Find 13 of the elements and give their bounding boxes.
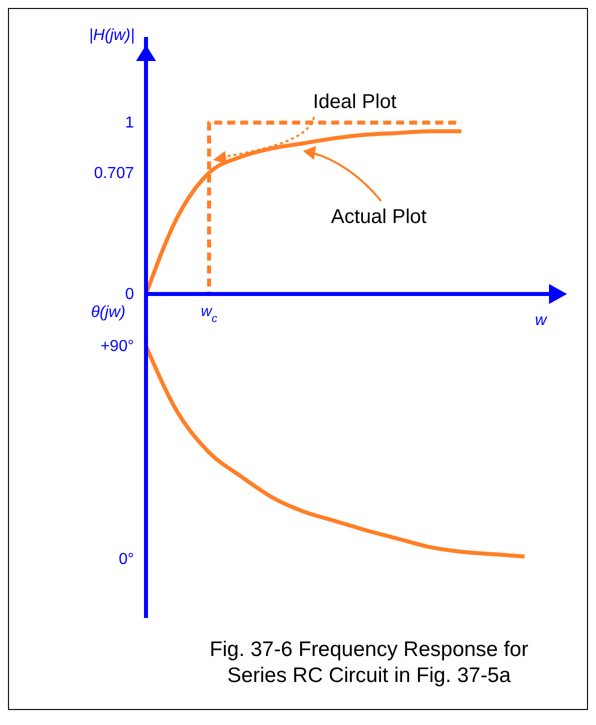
y-axis-title: θ(jw) [91, 304, 126, 322]
line-series [146, 344, 526, 559]
caption: Fig. 37-6 Frequency Response for Series RC Circuit in Fig. 37-5a [208, 637, 530, 689]
y-tick-label: +90° [100, 338, 134, 356]
y-tick-label: 0° [118, 550, 134, 568]
y-tick-label: 0.707 [94, 164, 134, 182]
annotation: Ideal Plot [313, 91, 397, 113]
x-axis-title: w [535, 312, 547, 330]
y-axis-title: |H(jw)| [89, 27, 135, 45]
y-tick-label: 1 [125, 114, 134, 132]
y-tick-label: 0 [125, 286, 134, 303]
x-tick-label: w$_{c}$ [200, 303, 218, 325]
annotation: Actual Plot [331, 206, 428, 228]
